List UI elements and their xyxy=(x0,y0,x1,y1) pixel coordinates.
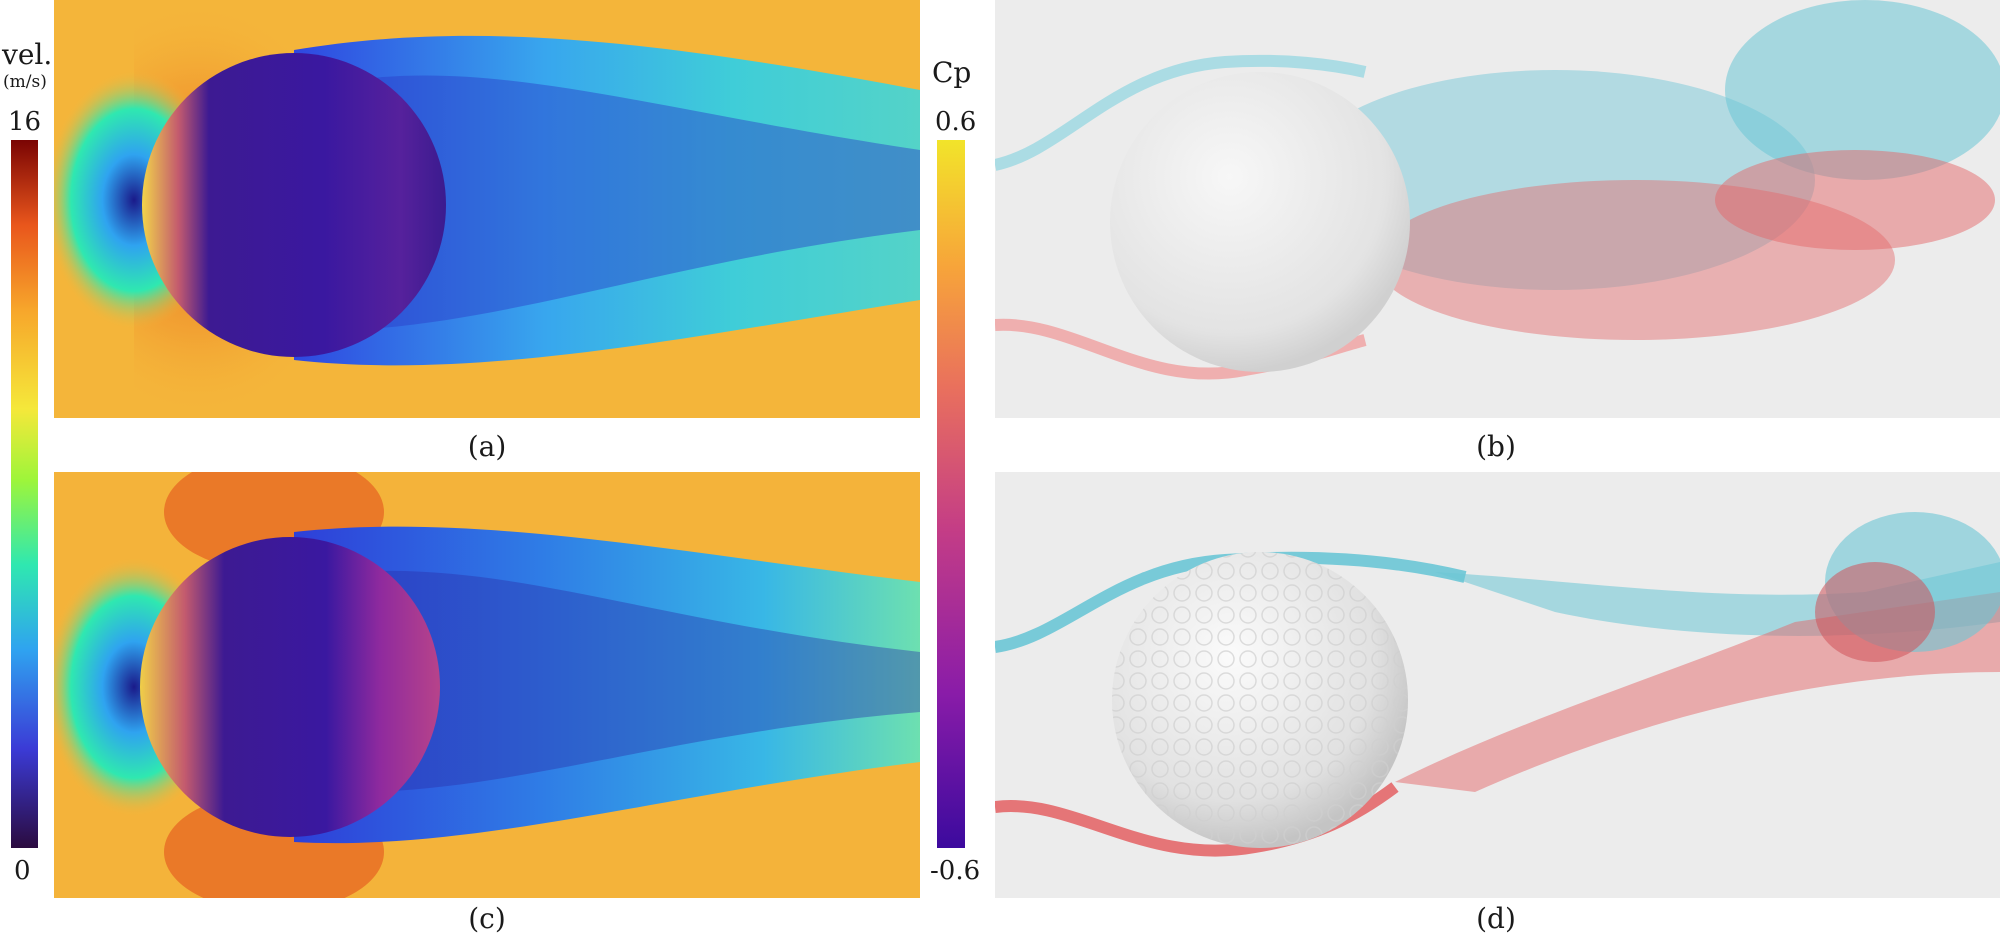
panel-d-caption: (d) xyxy=(1476,902,1516,935)
panel-d-smoke-render xyxy=(995,472,2000,898)
panel-c-caption: (c) xyxy=(468,902,506,935)
pressure-colorbar-max-label: 0.6 xyxy=(935,107,977,137)
pressure-colorbar-title: Cp xyxy=(932,56,972,89)
velocity-colorbar-max-label: 16 xyxy=(8,107,42,137)
panel-c-velocity-field xyxy=(54,472,920,898)
panel-a-velocity-field xyxy=(54,0,920,418)
pressure-colorbar xyxy=(937,140,965,848)
panel-b-smoke-render xyxy=(995,0,2000,418)
panel-b-caption: (b) xyxy=(1476,430,1516,463)
pressure-colorbar-min-label: -0.6 xyxy=(930,856,981,886)
velocity-colorbar-min-label: 0 xyxy=(14,856,31,886)
velocity-colorbar-unit: (m/s) xyxy=(3,72,47,92)
velocity-colorbar xyxy=(11,140,38,848)
velocity-colorbar-title: vel. xyxy=(2,38,53,71)
panel-a-caption: (a) xyxy=(467,430,507,463)
